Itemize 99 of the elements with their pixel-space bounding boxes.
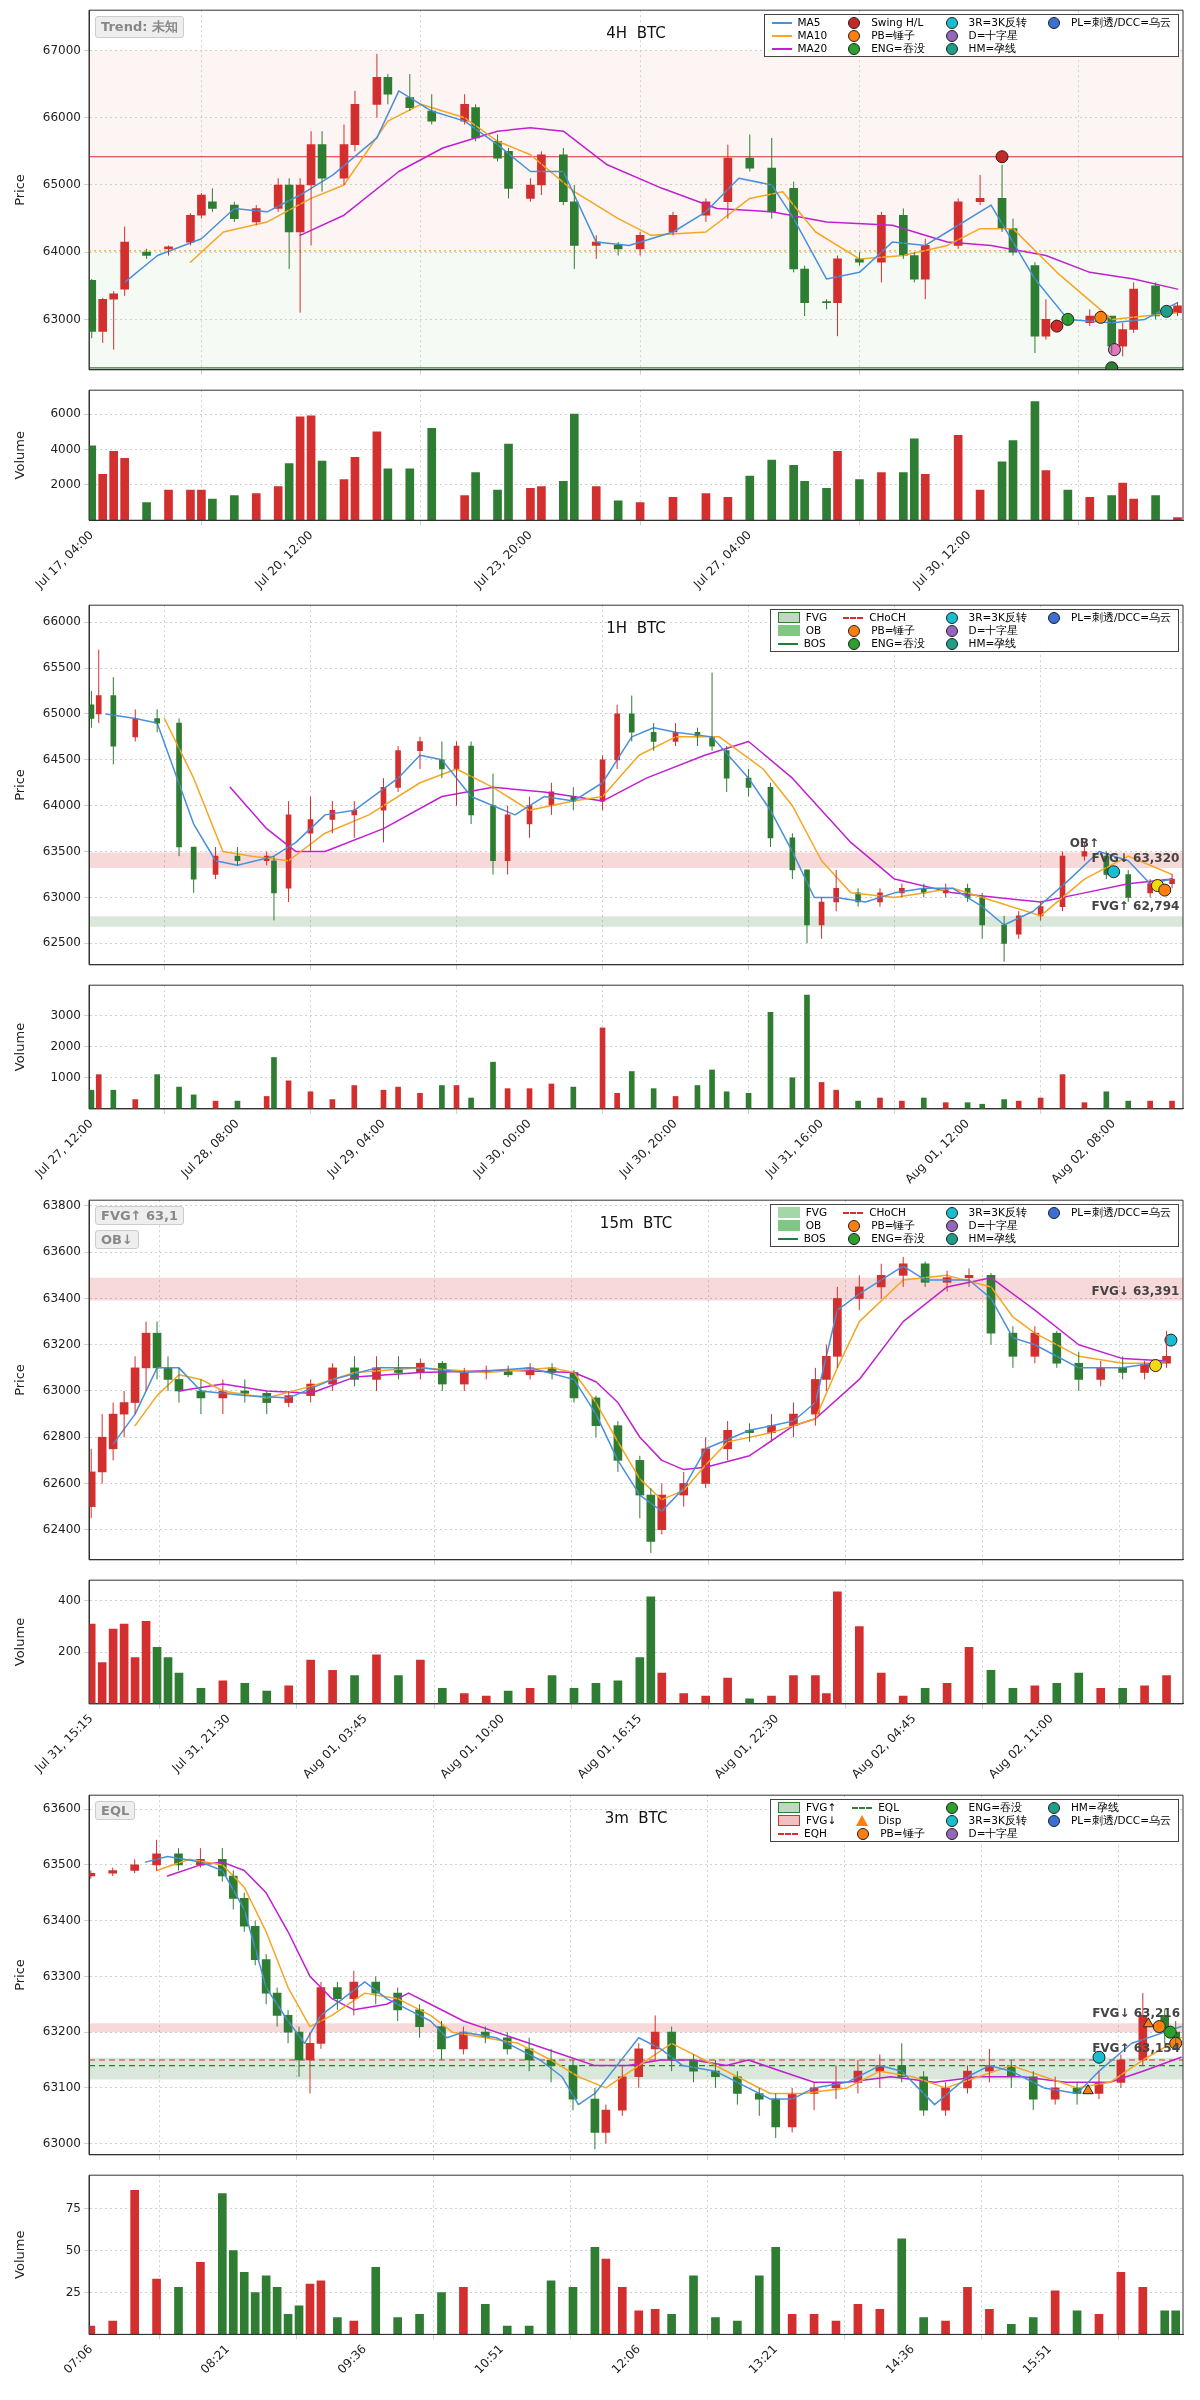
y-tick-label: 62500 <box>42 935 81 950</box>
y-tick-label: 63800 <box>42 1198 81 1213</box>
legend-label: BOS <box>803 637 826 651</box>
y-tick-label: 63300 <box>42 1968 81 1983</box>
y-tick-label: 3000 <box>50 1007 81 1022</box>
legend-label: ENG=吞没 <box>871 637 925 651</box>
y-tick-label: 66000 <box>42 614 81 629</box>
y-tick-label: 63100 <box>42 2080 81 2095</box>
y-tick-label: 62600 <box>42 1475 81 1490</box>
y-tick-label: 1000 <box>50 1069 81 1084</box>
y-axis-title: Price <box>12 1364 28 1396</box>
legend-label: PB=锤子 <box>871 1219 916 1233</box>
annotation: Trend: 未知 <box>95 16 184 39</box>
legend-label: FVG↑ <box>806 1801 837 1815</box>
legend-label: CHoCH <box>869 611 907 625</box>
text: 4H BTC <box>606 24 666 43</box>
y-tick-label: 63200 <box>42 2024 81 2039</box>
y-tick-label: 64000 <box>42 244 81 259</box>
y-axis-title: Price <box>12 1959 28 1991</box>
y-tick-label: 66000 <box>42 109 81 124</box>
legend-label: ENG=吞没 <box>871 1232 925 1246</box>
y-tick-label: 63500 <box>42 1857 81 1872</box>
y-axis-title: Volume <box>12 1022 28 1072</box>
y-tick-label: 50 <box>65 2242 81 2257</box>
y-axis-title: Volume <box>12 2230 28 2279</box>
y-axis-title: Price <box>12 769 28 801</box>
legend-label: PB=锤子 <box>871 624 916 638</box>
y-tick-label: 63600 <box>42 1801 81 1816</box>
legend-label: 3R=3K反转 <box>968 1814 1027 1828</box>
legend-label: ENG=吞没 <box>871 42 925 56</box>
y-tick-label: 63000 <box>42 1383 81 1398</box>
legend-label: FVG <box>805 1206 828 1220</box>
legend-label: OB <box>805 1219 822 1233</box>
y-tick-label: 63400 <box>42 1290 81 1305</box>
y-tick-label: 200 <box>58 1644 81 1659</box>
y-tick-label: 67000 <box>42 42 81 57</box>
y-tick-label: 63600 <box>42 1244 81 1259</box>
text: 15m BTC <box>599 1214 673 1233</box>
y-axis-title: Volume <box>12 1617 28 1667</box>
text: 1H BTC <box>606 619 666 638</box>
legend-label: PL=刺透/DCC=乌云 <box>1070 16 1171 30</box>
annotation: FVG↓ 63,391 <box>1091 1283 1180 1298</box>
legend-label: PL=刺透/DCC=乌云 <box>1070 1814 1171 1828</box>
text: 3m BTC <box>604 1809 668 1828</box>
legend-label: CHoCH <box>869 1206 907 1220</box>
legend-label: HM=孕线 <box>968 42 1017 56</box>
y-tick-label: 75 <box>65 2200 81 2215</box>
legend-label: PL=刺透/DCC=乌云 <box>1070 1206 1171 1220</box>
legend-label: D=十字星 <box>968 624 1019 638</box>
legend-label: EQL <box>878 1801 899 1815</box>
y-tick-label: 63000 <box>42 2135 81 2150</box>
legend-label: D=十字星 <box>968 29 1019 43</box>
legend-label: MA10 <box>797 29 828 43</box>
y-tick-label: 65000 <box>42 706 81 721</box>
legend-label: Disp <box>878 1814 902 1828</box>
y-tick-label: 25 <box>65 2284 81 2299</box>
legend-label: BOS <box>803 1232 826 1246</box>
legend-label: D=十字星 <box>968 1827 1019 1841</box>
y-tick-label: 63500 <box>42 843 81 858</box>
y-tick-label: 65500 <box>42 660 81 675</box>
annotation: FVG↑ 63,1 <box>95 1206 185 1226</box>
y-axis-title: Volume <box>12 431 28 480</box>
legend-label: HM=孕线 <box>968 1232 1017 1246</box>
legend-label: EQH <box>804 1827 827 1841</box>
y-tick-label: 400 <box>58 1592 81 1607</box>
annotation: EQL <box>95 1801 136 1821</box>
legend-label: HM=孕线 <box>1070 1801 1119 1815</box>
y-tick-label: 2000 <box>50 1038 81 1053</box>
legend-label: FVG <box>805 611 828 625</box>
annotation: OB↑ <box>1069 835 1100 850</box>
y-tick-label: 63000 <box>42 889 81 904</box>
legend-label: D=十字星 <box>968 1219 1019 1233</box>
legend-label: HM=孕线 <box>968 637 1017 651</box>
y-tick-label: 62800 <box>42 1429 81 1444</box>
y-tick-label: 64000 <box>42 797 81 812</box>
legend-label: MA5 <box>797 16 821 30</box>
y-tick-label: 4000 <box>50 441 81 456</box>
annotation: OB↓ <box>95 1230 139 1250</box>
y-tick-label: 62400 <box>42 1521 81 1536</box>
annotation: FVG↑ 62,794 <box>1091 899 1180 914</box>
legend-label: MA20 <box>797 42 828 56</box>
legend-label: 3R=3K反转 <box>968 611 1027 625</box>
y-tick-label: 63200 <box>42 1336 81 1351</box>
legend-label: PL=刺透/DCC=乌云 <box>1070 611 1171 625</box>
legend-label: FVG↓ <box>806 1814 837 1828</box>
legend-label: OB <box>805 624 822 638</box>
y-tick-label: 2000 <box>50 476 81 491</box>
y-tick-label: 63000 <box>42 311 81 326</box>
legend-label: 3R=3K反转 <box>968 16 1027 30</box>
y-tick-label: 63400 <box>42 1912 81 1927</box>
legend-label: 3R=3K反转 <box>968 1206 1027 1220</box>
y-axis-title: Price <box>12 174 28 206</box>
legend-label: ENG=吞没 <box>968 1801 1023 1815</box>
legend-label: PB=锤子 <box>880 1827 925 1841</box>
y-tick-label: 64500 <box>42 751 81 766</box>
y-tick-label: 65000 <box>42 177 81 192</box>
legend-label: Swing H/L <box>871 16 924 30</box>
y-tick-label: 6000 <box>50 406 81 421</box>
legend-label: PB=锤子 <box>871 29 916 43</box>
